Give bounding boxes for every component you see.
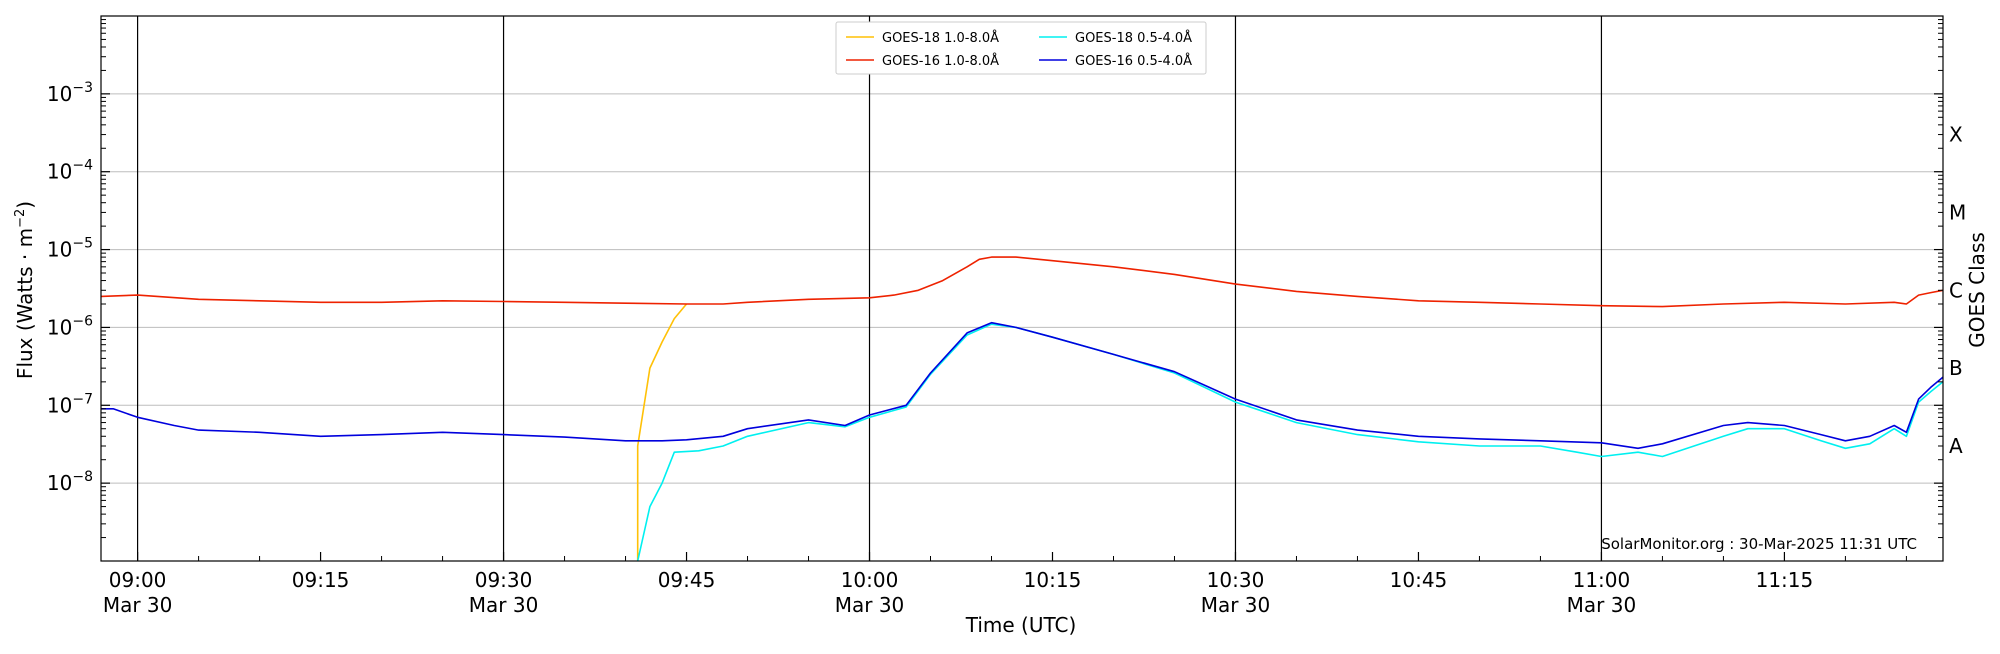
legend-label: GOES-18 0.5-4.0Å [1075,30,1192,46]
series-line-3 [101,321,1944,450]
y-tick-base: 10 [47,82,72,106]
goes-class-label-c: C [1949,278,1963,302]
y-tick-exponent: −5 [72,236,93,252]
x-tick-label: 10:45 [1390,568,1448,592]
y2-axis-label: GOES Class [1965,232,1989,348]
legend-label: GOES-16 1.0-8.0Å [882,53,999,69]
legend-label: GOES-16 0.5-4.0Å [1075,53,1192,69]
y-tick-label: 10−3 [47,80,93,106]
x-tick-label: 09:15 [292,568,350,592]
y-tick-base: 10 [47,238,72,262]
y-axis-ticks: 10−810−710−610−510−410−3 [47,19,1943,539]
x-tick-label: 09:45 [658,568,716,592]
x-tick-label: 10:30 [1207,568,1265,592]
x-tick-date-label: Mar 30 [469,593,539,617]
x-tick-date-label: Mar 30 [1201,593,1271,617]
goes-class-label-a: A [1949,434,1963,458]
x-tick-label: 09:00 [109,568,167,592]
y-tick-exponent: −6 [72,313,93,329]
y-tick-exponent: −4 [72,158,93,174]
x-tick-date-label: Mar 30 [835,593,905,617]
series-line-2 [636,323,1944,562]
goes-class-label-m: M [1949,200,1966,224]
goes-class-label-b: B [1949,356,1963,380]
y-tick-label: 10−5 [47,236,93,262]
y-tick-base: 10 [47,393,72,417]
legend-box [835,21,1207,75]
x-tick-date-label: Mar 30 [1567,593,1637,617]
x-tick-label: 11:15 [1756,568,1814,592]
day-marker-lines [136,16,1603,561]
legend: GOES-18 1.0-8.0Å GOES-18 0.5-4.0Å GOES-16 … [835,21,1207,75]
y-axis-label-exponent: −2 [13,209,28,228]
y-tick-base: 10 [47,315,72,339]
y-tick-exponent: −3 [72,80,93,96]
series-line-0 [636,303,688,561]
y-tick-exponent: −8 [72,469,93,485]
series-lines [100,256,1944,562]
plot-frame [100,15,1944,562]
x-tick-label: 11:00 [1573,568,1631,592]
y-axis-label: Flux (Watts · m−2) [13,201,37,379]
y-tick-label: 10−8 [47,469,93,495]
y-tick-label: 10−6 [47,313,93,339]
horizontal-grid [101,93,1943,484]
y-tick-base: 10 [47,471,72,495]
y-axis-label-close: ) [13,201,37,209]
y-tick-exponent: −7 [72,391,93,407]
series-line-1 [100,256,1944,308]
y-tick-base: 10 [47,160,72,184]
y-axis-label-main: Flux (Watts · m [13,228,37,379]
x-tick-label: 10:00 [841,568,899,592]
goes-class-label-x: X [1949,123,1963,147]
y-tick-label: 10−7 [47,391,93,417]
x-tick-date-label: Mar 30 [103,593,173,617]
x-axis-label: Time (UTC) [965,613,1077,637]
legend-label: GOES-18 1.0-8.0Å [882,30,999,46]
x-tick-label: 10:15 [1024,568,1082,592]
goes-class-labels: X M C B A [1949,123,1966,458]
y-tick-label: 10−4 [47,158,93,184]
x-tick-label: 09:30 [475,568,533,592]
credit-text: SolarMonitor.org : 30-Mar-2025 11:31 UTC [1601,535,1917,553]
